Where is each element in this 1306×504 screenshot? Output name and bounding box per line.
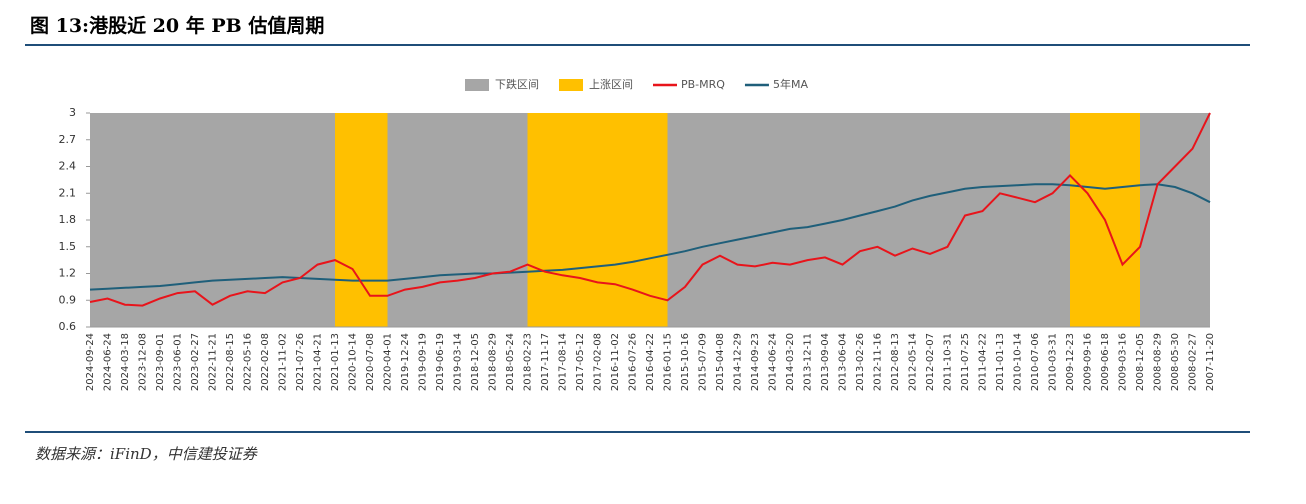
x-tick-label: 2009-03-16 xyxy=(1118,333,1129,391)
legend-label: 上涨区间 xyxy=(589,78,633,91)
x-tick-label: 2023-06-01 xyxy=(173,333,184,391)
band xyxy=(1140,113,1210,327)
series-line xyxy=(89,112,1211,307)
x-tick-label: 2008-05-30 xyxy=(1170,333,1181,391)
x-tick-label: 2008-02-27 xyxy=(1188,333,1199,391)
x-tick-label: 2010-03-31 xyxy=(1048,333,1059,391)
x-tick-label: 2014-03-20 xyxy=(785,333,796,391)
x-tick-label: 2020-10-14 xyxy=(348,333,359,391)
x-tick-label: 2017-05-12 xyxy=(575,333,586,391)
band xyxy=(335,113,388,327)
x-tick-label: 2023-12-08 xyxy=(138,333,149,391)
y-tick-label: 2.1 xyxy=(59,186,77,199)
x-tick-label: 2018-08-29 xyxy=(488,333,499,391)
x-tick-label: 2011-04-22 xyxy=(978,333,989,391)
x-tick-label: 2008-08-29 xyxy=(1153,333,1164,391)
legend-label: PB-MRQ xyxy=(681,78,725,91)
x-tick-label: 2018-12-05 xyxy=(470,333,481,391)
x-tick-label: 2021-11-02 xyxy=(278,333,289,391)
x-tick-label: 2011-01-13 xyxy=(995,333,1006,391)
x-tick-label: 2016-01-15 xyxy=(663,333,674,391)
x-tick-label: 2015-10-16 xyxy=(680,333,691,391)
x-tick-label: 2012-08-13 xyxy=(890,333,901,391)
x-tick-label: 2024-03-18 xyxy=(120,333,131,391)
x-tick-label: 2015-07-09 xyxy=(698,333,709,391)
x-tick-label: 2014-12-29 xyxy=(733,333,744,391)
band xyxy=(667,113,1070,327)
x-tick-label: 2013-06-04 xyxy=(838,333,849,391)
x-tick-label: 2018-05-24 xyxy=(505,333,516,391)
band xyxy=(387,113,528,327)
x-tick-label: 2015-04-08 xyxy=(715,333,726,391)
x-tick-label: 2009-09-16 xyxy=(1083,333,1094,391)
x-tick-label: 2024-06-24 xyxy=(103,333,114,391)
x-tick-label: 2009-12-23 xyxy=(1065,333,1076,391)
x-tick-label: 2008-12-05 xyxy=(1135,333,1146,391)
x-tick-label: 2022-08-15 xyxy=(225,333,236,391)
x-tick-label: 2021-04-21 xyxy=(313,333,324,391)
band xyxy=(90,113,335,327)
y-tick-label: 2.7 xyxy=(59,133,77,146)
x-tick-label: 2007-11-20 xyxy=(1205,333,1216,391)
series-line xyxy=(89,183,1211,291)
x-tick-label: 2012-11-16 xyxy=(873,333,884,391)
x-tick-label: 2022-02-08 xyxy=(260,333,271,391)
x-tick-label: 2023-09-01 xyxy=(155,333,166,391)
band xyxy=(527,113,668,327)
legend-swatch xyxy=(559,79,583,91)
y-tick-label: 1.8 xyxy=(59,213,77,226)
x-tick-label: 2013-02-26 xyxy=(855,333,866,391)
x-tick-label: 2010-10-14 xyxy=(1013,333,1024,391)
legend-label: 下跌区间 xyxy=(495,77,539,91)
y-tick-label: 1.2 xyxy=(59,267,77,280)
x-tick-label: 2012-02-07 xyxy=(925,333,936,391)
x-tick-label: 2013-09-04 xyxy=(820,333,831,391)
x-tick-label: 2011-07-25 xyxy=(960,333,971,391)
x-tick-label: 2010-07-06 xyxy=(1030,333,1041,391)
x-tick-label: 2013-12-11 xyxy=(803,333,814,391)
legend-label: 5年MA xyxy=(773,77,808,91)
x-tick-label: 2024-09-24 xyxy=(85,333,96,391)
y-tick-label: 0.6 xyxy=(59,320,77,333)
y-tick-label: 1.5 xyxy=(59,240,77,253)
x-tick-label: 2011-10-31 xyxy=(943,333,954,391)
x-tick-label: 2019-06-19 xyxy=(435,333,446,391)
x-tick-label: 2014-06-24 xyxy=(768,333,779,391)
legend-swatch xyxy=(465,79,489,91)
x-tick-label: 2012-05-14 xyxy=(908,333,919,391)
source-note: 数据来源：iFinD，中信建投证券 xyxy=(35,445,258,463)
x-tick-label: 2016-11-02 xyxy=(610,333,621,391)
x-tick-label: 2009-06-18 xyxy=(1100,333,1111,391)
x-tick-label: 2017-11-17 xyxy=(540,333,551,391)
x-tick-label: 2023-02-27 xyxy=(190,333,201,391)
x-tick-label: 2021-07-26 xyxy=(295,333,306,391)
y-tick-label: 2.4 xyxy=(59,160,77,173)
x-tick-label: 2022-11-21 xyxy=(208,333,219,391)
x-tick-label: 2019-12-24 xyxy=(400,333,411,391)
x-tick-label: 2020-04-01 xyxy=(383,333,394,391)
x-tick-label: 2014-09-23 xyxy=(750,333,761,391)
x-tick-label: 2017-02-08 xyxy=(593,333,604,391)
y-tick-label: 0.9 xyxy=(59,293,77,306)
chart-title: 图 13:港股近 20 年 PB 估值周期 xyxy=(30,14,324,37)
x-tick-label: 2019-09-19 xyxy=(418,333,429,391)
x-tick-label: 2016-04-22 xyxy=(645,333,656,391)
x-tick-label: 2021-01-13 xyxy=(330,333,341,391)
x-tick-label: 2018-02-23 xyxy=(523,333,534,391)
y-tick-label: 3 xyxy=(69,106,76,119)
x-tick-label: 2022-05-16 xyxy=(243,333,254,391)
x-tick-label: 2019-03-14 xyxy=(453,333,464,391)
x-tick-label: 2020-07-08 xyxy=(365,333,376,391)
x-tick-label: 2016-07-26 xyxy=(628,333,639,391)
x-tick-label: 2017-08-14 xyxy=(558,333,569,391)
